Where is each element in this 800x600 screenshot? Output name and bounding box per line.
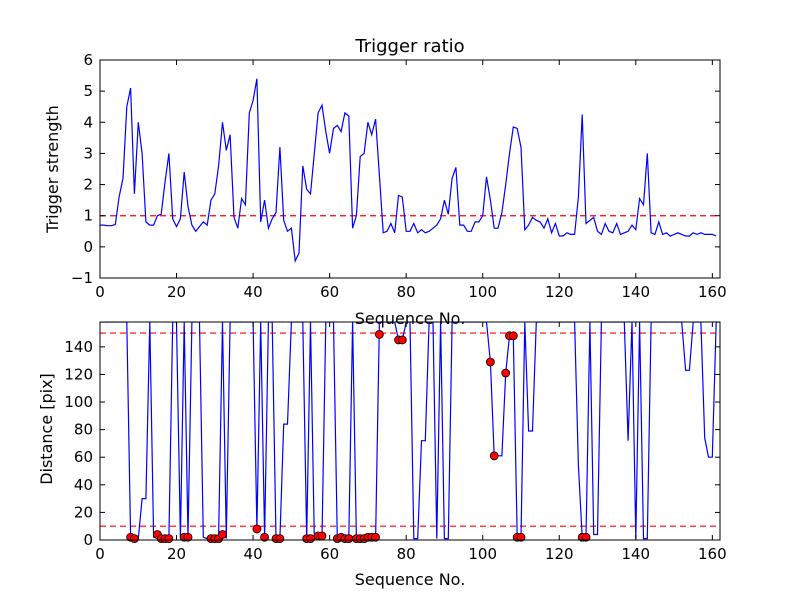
bottom-series-line [100,322,720,540]
bottom-marker-point [581,532,591,542]
bottom-x-tick-label: 100 [468,545,497,563]
bottom-y-tick-label: 20 [74,503,93,521]
bottom-y-tick-label: 60 [74,448,93,466]
bottom-marker-point [260,532,269,542]
bottom-marker-point [344,534,354,544]
top-y-tick-label: 4 [83,113,93,131]
bottom-marker-point [306,534,315,544]
bottom-x-tick-label: 40 [244,545,263,563]
y-axis-label-bottom: Distance [pix] [37,373,56,485]
bottom-y-tick-label: 0 [83,531,93,549]
x-axis-label-bottom: Sequence No. [355,570,466,589]
top-x-tick-label: 100 [468,283,497,301]
bottom-marker-point [508,331,518,341]
trigger-ratio-axes: Trigger ratio Sequence No. Trigger stren… [43,36,727,328]
y-axis-label-top: Trigger strength [43,105,62,234]
bottom-frame [99,321,721,541]
bottom-x-tick-label: 60 [320,545,339,563]
bottom-marker-point [275,534,285,544]
bottom-x-tick-label: 0 [95,545,105,563]
top-y-tick-label: −1 [71,269,93,287]
bottom-x-tick-label: 160 [698,545,727,563]
top-series-line [100,78,717,264]
top-y-tick-label: 5 [83,82,93,100]
top-y-tick-label: 3 [83,144,93,162]
bottom-marker-point [252,524,262,534]
chart-title: Trigger ratio [354,36,464,57]
bottom-marker-point [130,534,139,544]
bottom-x-tick-label: 120 [545,545,574,563]
bottom-marker-point [485,357,495,367]
bottom-marker-point [516,532,526,542]
bottom-marker-point [218,530,227,539]
top-x-tick-label: 120 [545,283,574,301]
top-x-tick-label: 60 [320,283,339,301]
bottom-x-tick-label: 140 [621,545,650,563]
top-y-tick-label: 6 [83,51,93,69]
bottom-y-tick-label: 140 [64,338,93,356]
top-x-tick-label: 40 [244,283,263,301]
bottom-y-tick-label: 100 [64,393,93,411]
bottom-marker-point [164,534,174,544]
bottom-marker-point [371,532,380,542]
x-axis-label-top: Sequence No. [355,309,466,328]
top-x-tick-label: 0 [95,283,105,301]
top-x-tick-label: 140 [621,283,650,301]
bottom-marker-point [501,368,511,378]
bottom-x-tick-label: 80 [397,545,416,563]
bottom-marker-point [183,532,193,542]
top-frame [99,59,721,279]
distance-axes: Sequence No. Distance [pix] 0 20 40 60 80 100… [37,321,727,589]
distance-plot-area: 0 20 40 60 80 100 120 140 160 0 20 40 60 80 100 120 140 [64,321,727,563]
top-y-tick-label: 0 [83,238,93,256]
bottom-y-tick-label: 40 [74,476,93,494]
bottom-marker-point [489,451,499,461]
top-y-tick-label: 1 [83,207,93,225]
bottom-y-tick-label: 120 [64,365,93,383]
bottom-marker-point [374,330,384,339]
bottom-y-tick-label: 80 [74,421,93,439]
bottom-marker-point [397,335,407,345]
top-x-tick-label: 20 [167,283,186,301]
top-x-tick-label: 160 [698,283,727,301]
top-y-tick-label: 2 [83,176,93,194]
top-x-tick-label: 80 [397,283,416,301]
bottom-marker-point [317,531,327,541]
bottom-x-tick-label: 20 [167,545,186,563]
